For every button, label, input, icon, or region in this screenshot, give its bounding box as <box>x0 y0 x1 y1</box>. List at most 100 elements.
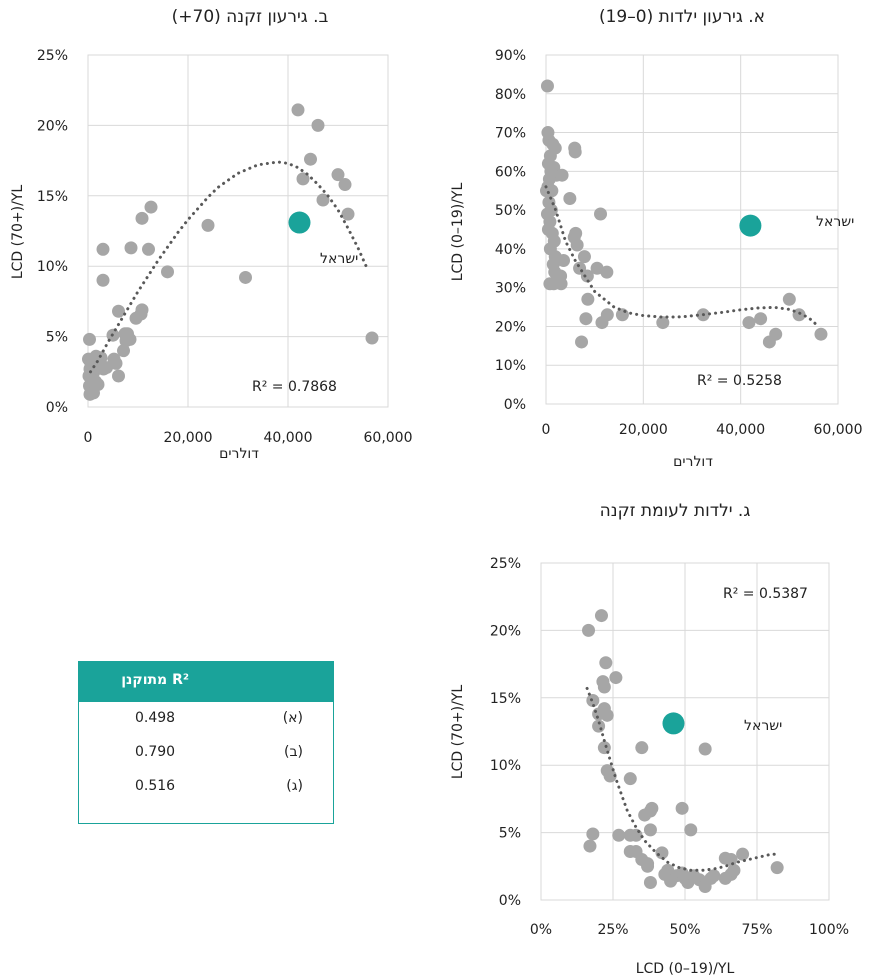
y-tick-label: 15% <box>490 691 521 707</box>
y-tick-label: 10% <box>37 259 68 275</box>
r2-label-b: (ב) <box>283 744 303 760</box>
x-tick-label: 50% <box>669 922 700 938</box>
r2-table-header-label: R² מתוקנן <box>121 672 189 688</box>
plot-area <box>545 54 839 405</box>
x-tick-label: 40,000 <box>264 430 313 446</box>
panel-a: א. גירעון ילדות (0–19) LCD (0–19)/YL דול… <box>450 7 854 470</box>
y-tick-label: 10% <box>495 358 526 374</box>
x-tick-label: 0% <box>530 922 552 938</box>
x-tick-label: 20,000 <box>619 422 668 438</box>
r2-value-b: 0.790 <box>135 744 176 760</box>
data-point <box>304 152 317 166</box>
r2-value-c: 0.516 <box>135 778 176 794</box>
r2-table: R² מתוקנן 0.498 (א) 0.790 (ב) 0.516 (ג) <box>78 661 334 824</box>
data-point <box>296 172 310 186</box>
trendline <box>585 686 779 872</box>
x-tick-label: 20,000 <box>164 430 213 446</box>
x-tick-label: 75% <box>741 922 772 938</box>
data-point <box>600 308 614 322</box>
data-point <box>365 331 379 345</box>
data-point <box>645 801 659 815</box>
panel-c: ג. ילדות לעומת זקנה LCD (70+)/YL LCD (0–… <box>450 501 808 977</box>
y-tick-label: 25% <box>490 556 521 572</box>
data-point <box>782 292 796 306</box>
r2-value-a: 0.498 <box>135 710 176 726</box>
data-point <box>291 103 305 117</box>
data-point <box>96 273 110 287</box>
plot-area <box>87 54 389 408</box>
data-point <box>675 801 689 815</box>
trendline <box>89 160 370 374</box>
r2-table-header: R² מתוקנן <box>79 662 333 702</box>
data-point <box>641 859 655 873</box>
x-tick-label: 0 <box>84 430 93 446</box>
data-point <box>557 254 571 268</box>
y-tick-label: 20% <box>37 118 68 134</box>
data-point <box>656 316 670 330</box>
data-point <box>581 292 595 306</box>
panel-c-highlight-label: ישראל <box>744 718 782 734</box>
data-point <box>594 609 608 623</box>
r2-label-c: (ג) <box>286 778 303 794</box>
r2-label-a: (א) <box>282 710 303 726</box>
data-point <box>142 242 155 256</box>
y-tick-label: 70% <box>495 126 526 142</box>
panel-c-r2-label: R² = 0.5387 <box>723 586 808 602</box>
x-tick-label: 60,000 <box>814 422 863 438</box>
data-point <box>555 168 569 182</box>
data-point <box>201 218 215 232</box>
data-point <box>338 178 352 192</box>
panel-b-title: ב. גירעון זקנה (70+) <box>172 7 329 27</box>
data-point <box>600 708 614 722</box>
y-tick-label: 60% <box>495 164 526 180</box>
data-point <box>569 226 583 240</box>
data-point <box>590 261 604 275</box>
data-point <box>643 875 657 889</box>
data-point <box>629 828 643 842</box>
data-point <box>597 680 611 694</box>
data-point <box>599 656 613 670</box>
data-point <box>311 118 325 132</box>
panel-a-x-title: דולרים <box>673 454 713 470</box>
data-point <box>540 79 554 93</box>
panel-b: ב. גירעון זקנה (70+) LCD (70+)/YL דולרים… <box>10 7 358 462</box>
data-point <box>554 277 568 291</box>
y-tick-label: 10% <box>490 758 521 774</box>
panel-c-y-title: LCD (70+)/YL <box>450 685 466 780</box>
data-point <box>727 863 741 877</box>
panel-c-x-title: LCD (0–19)/YL <box>636 961 735 977</box>
y-tick-label: 40% <box>495 242 526 258</box>
plot-b: 0 20,000 40,000 60,000 0% 5% 10% 15% 20% 25% <box>37 48 413 446</box>
y-tick-label: 25% <box>37 48 68 64</box>
data-point <box>135 211 149 225</box>
x-tick-label: 100% <box>809 922 849 938</box>
data-point <box>635 741 649 755</box>
data-point <box>331 168 345 182</box>
plot-area <box>540 562 830 901</box>
r2-table-row: 0.790 (ב) <box>79 736 333 770</box>
data-point <box>117 344 130 358</box>
data-point <box>615 308 629 322</box>
trendline <box>544 185 820 328</box>
x-tick-label: 0 <box>542 422 551 438</box>
data-point <box>583 839 597 853</box>
data-point <box>603 769 617 783</box>
panel-b-x-title: דולרים <box>219 446 259 462</box>
y-tick-label: 90% <box>495 48 526 64</box>
y-tick-label: 0% <box>499 893 521 909</box>
plot-a: 0 20,000 40,000 60,000 0% 10% 20% 30% 40% 50% 60% 7… <box>495 48 863 438</box>
panel-a-highlight-label: ישראל <box>816 214 854 230</box>
data-point <box>736 847 750 861</box>
data-point <box>161 265 174 279</box>
panel-a-r2-label: R² = 0.5258 <box>697 373 782 389</box>
data-point <box>655 846 669 860</box>
y-tick-label: 20% <box>490 623 521 639</box>
panel-a-y-title: LCD (0–19)/YL <box>450 183 466 282</box>
data-point <box>762 335 776 349</box>
data-point <box>316 193 330 207</box>
data-point <box>724 853 738 867</box>
data-point <box>600 265 614 279</box>
data-point <box>754 312 768 326</box>
data-point <box>594 207 608 221</box>
